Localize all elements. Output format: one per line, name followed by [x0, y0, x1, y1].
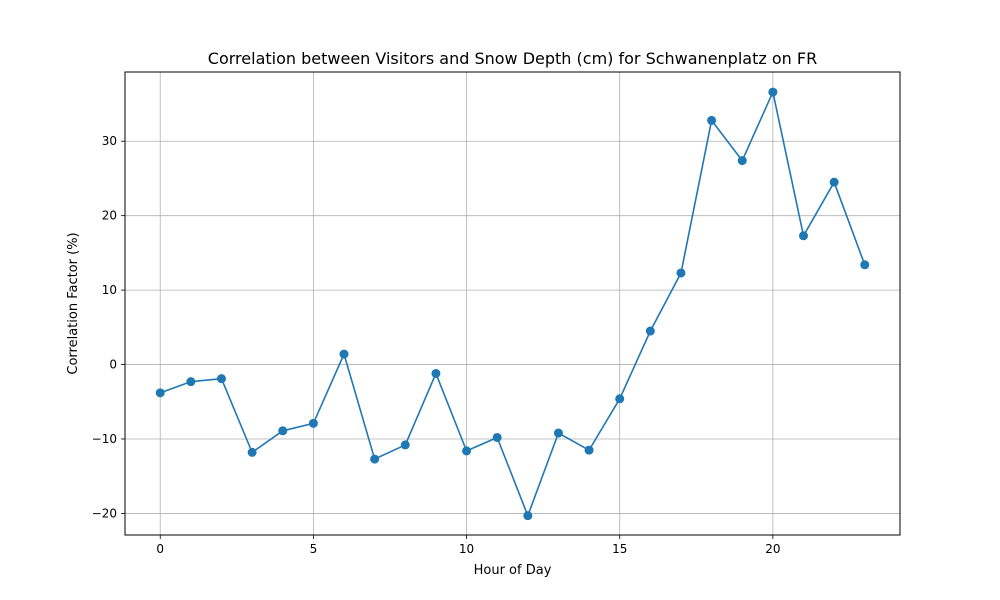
data-point	[553, 428, 563, 438]
x-axis-label: Hour of Day	[474, 563, 552, 578]
data-point	[278, 426, 288, 436]
data-point	[860, 260, 870, 270]
y-tick-label: −10	[92, 432, 117, 446]
x-tick-label: 10	[459, 542, 474, 556]
x-tick-label: 20	[765, 542, 780, 556]
chart-title: Correlation between Visitors and Snow De…	[208, 49, 817, 68]
y-tick-label: 10	[102, 283, 117, 297]
y-tick-label: 30	[102, 134, 117, 148]
data-point	[523, 511, 533, 521]
data-point	[247, 447, 257, 457]
data-point	[370, 454, 380, 464]
data-point	[799, 231, 809, 241]
data-point	[462, 446, 472, 456]
grid	[125, 72, 900, 535]
data-point	[155, 388, 165, 398]
data-point	[645, 326, 655, 336]
y-tick-label: 0	[109, 358, 117, 372]
data-point	[216, 374, 226, 384]
x-tick-label: 5	[310, 542, 318, 556]
data-point	[768, 87, 778, 97]
x-tick-label: 15	[612, 542, 627, 556]
data-point	[737, 156, 747, 166]
series	[155, 87, 870, 521]
plot-frame	[124, 71, 901, 536]
y-tick-label: 20	[102, 209, 117, 223]
data-point	[339, 349, 349, 359]
data-point	[400, 440, 410, 450]
data-point	[676, 268, 686, 278]
data-point	[615, 394, 625, 404]
data-point	[492, 432, 502, 442]
data-point	[186, 377, 196, 387]
data-point	[308, 418, 318, 428]
y-axis-label: Correlation Factor (%)	[66, 232, 81, 374]
data-point	[829, 177, 839, 187]
ticks: 0 5 10 15 20 −20 −10 0 10 20 30	[92, 134, 781, 556]
series-line	[159, 91, 866, 517]
data-point	[707, 115, 717, 125]
data-point	[584, 445, 594, 455]
x-tick-label: 0	[156, 542, 164, 556]
y-tick-label: −20	[92, 506, 117, 520]
data-point	[431, 368, 441, 378]
